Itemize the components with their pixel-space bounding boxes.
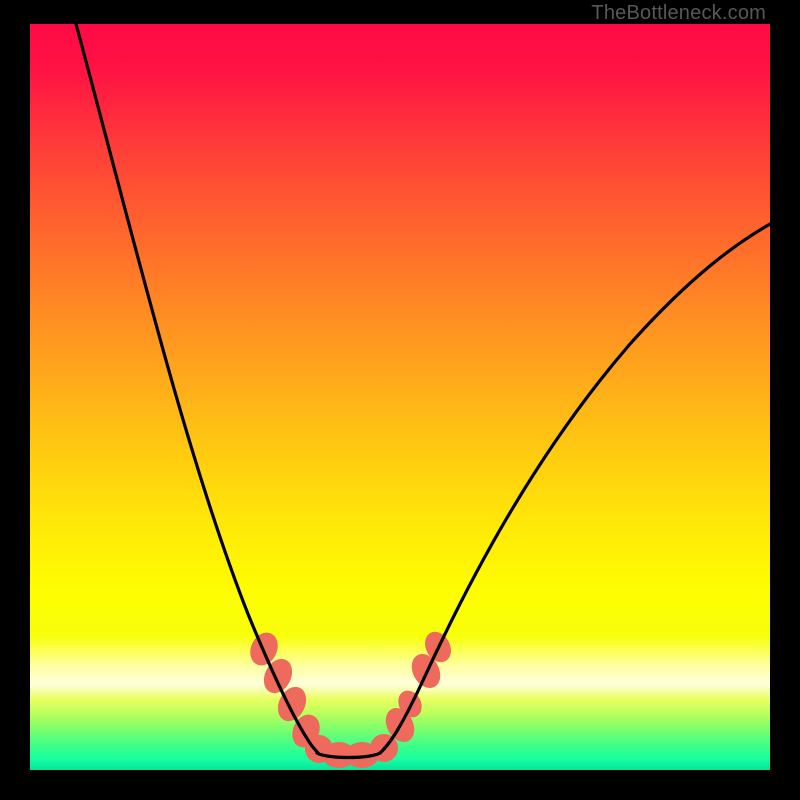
plot-area	[30, 24, 770, 770]
curve-left-branch	[76, 24, 318, 753]
curve-dots	[245, 627, 456, 768]
watermark-text: TheBottleneck.com	[591, 2, 766, 25]
bottleneck-curve	[30, 24, 770, 770]
chart-frame: TheBottleneck.com	[0, 0, 800, 800]
